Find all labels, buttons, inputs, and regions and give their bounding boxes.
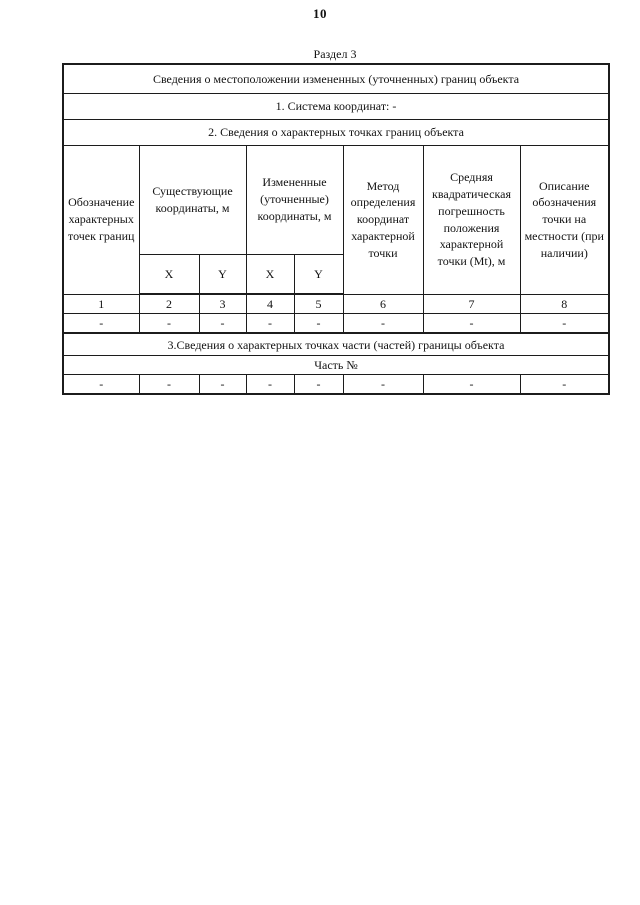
empty-value-cell: - [245,313,295,335]
header-method: Метод определения координат характерной … [342,144,424,295]
page-number: 10 [313,6,327,21]
coordinate-system-row: 1. Система координат: - [62,92,610,120]
empty-values-row: - - - - - - - - [62,313,610,335]
empty-value-cell: - [519,374,610,395]
empty-value-cell: - [62,313,140,335]
part-section-row: 3.Сведения о характерных точках части (ч… [62,332,610,356]
axis-label-existing-x: X [138,253,200,295]
header-error: Средняя квадратическая погрешность полож… [422,144,521,295]
empty-value-cell: - [519,313,610,335]
empty-value-cell: - [422,374,521,395]
column-numbers-row: 1 2 3 4 5 6 7 8 [62,293,610,315]
empty-value-cell: - [245,374,295,395]
table-title: Сведения о местоположении измененных (ут… [62,63,610,94]
column-number: 5 [293,293,344,315]
part-section-title: 3.Сведения о характерных точках части (ч… [62,332,610,356]
points-info-label: 2. Сведения о характерных точках границ … [62,118,610,146]
table-header-row: Обозначение характерных точек границ Сущ… [62,144,610,295]
part-number-label: Часть № [62,354,610,376]
axis-label-changed-x: X [245,253,295,295]
points-info-row: 2. Сведения о характерных точках границ … [62,118,610,146]
header-existing-coordinates: Существующие координаты, м [138,144,247,255]
header-changed-coordinates: Измененные (уточненные) координаты, м [245,144,344,255]
empty-value-cell: - [198,374,247,395]
part-number-row: Часть № [62,354,610,376]
part-empty-values-row: - - - - - - - - [62,374,610,395]
axis-labels-row: X Y X Y [63,253,609,295]
header-description: Описание обозначения точки на местности … [519,144,610,295]
column-number: 2 [138,293,200,315]
axis-label-changed-y: Y [293,253,344,295]
coordinate-system-value: 1. Система координат: - [62,92,610,120]
empty-value-cell: - [138,374,200,395]
axis-label-existing-y: Y [198,253,247,295]
table-title-row: Сведения о местоположении измененных (ут… [62,63,610,94]
header-point-designation: Обозначение характерных точек границ [62,144,140,295]
section-label: Раздел 3 [313,47,357,61]
column-number: 3 [198,293,247,315]
empty-value-cell: - [293,374,344,395]
column-number: 7 [422,293,521,315]
boundaries-table: Сведения о местоположении измененных (ут… [62,63,611,396]
empty-value-cell: - [138,313,200,335]
empty-value-cell: - [293,313,344,335]
empty-value-cell: - [422,313,521,335]
empty-value-cell: - [198,313,247,335]
column-number: 4 [245,293,295,315]
column-number: 8 [519,293,610,315]
column-number: 6 [342,293,424,315]
empty-value-cell: - [342,313,424,335]
empty-value-cell: - [342,374,424,395]
empty-value-cell: - [62,374,140,395]
column-number: 1 [62,293,140,315]
